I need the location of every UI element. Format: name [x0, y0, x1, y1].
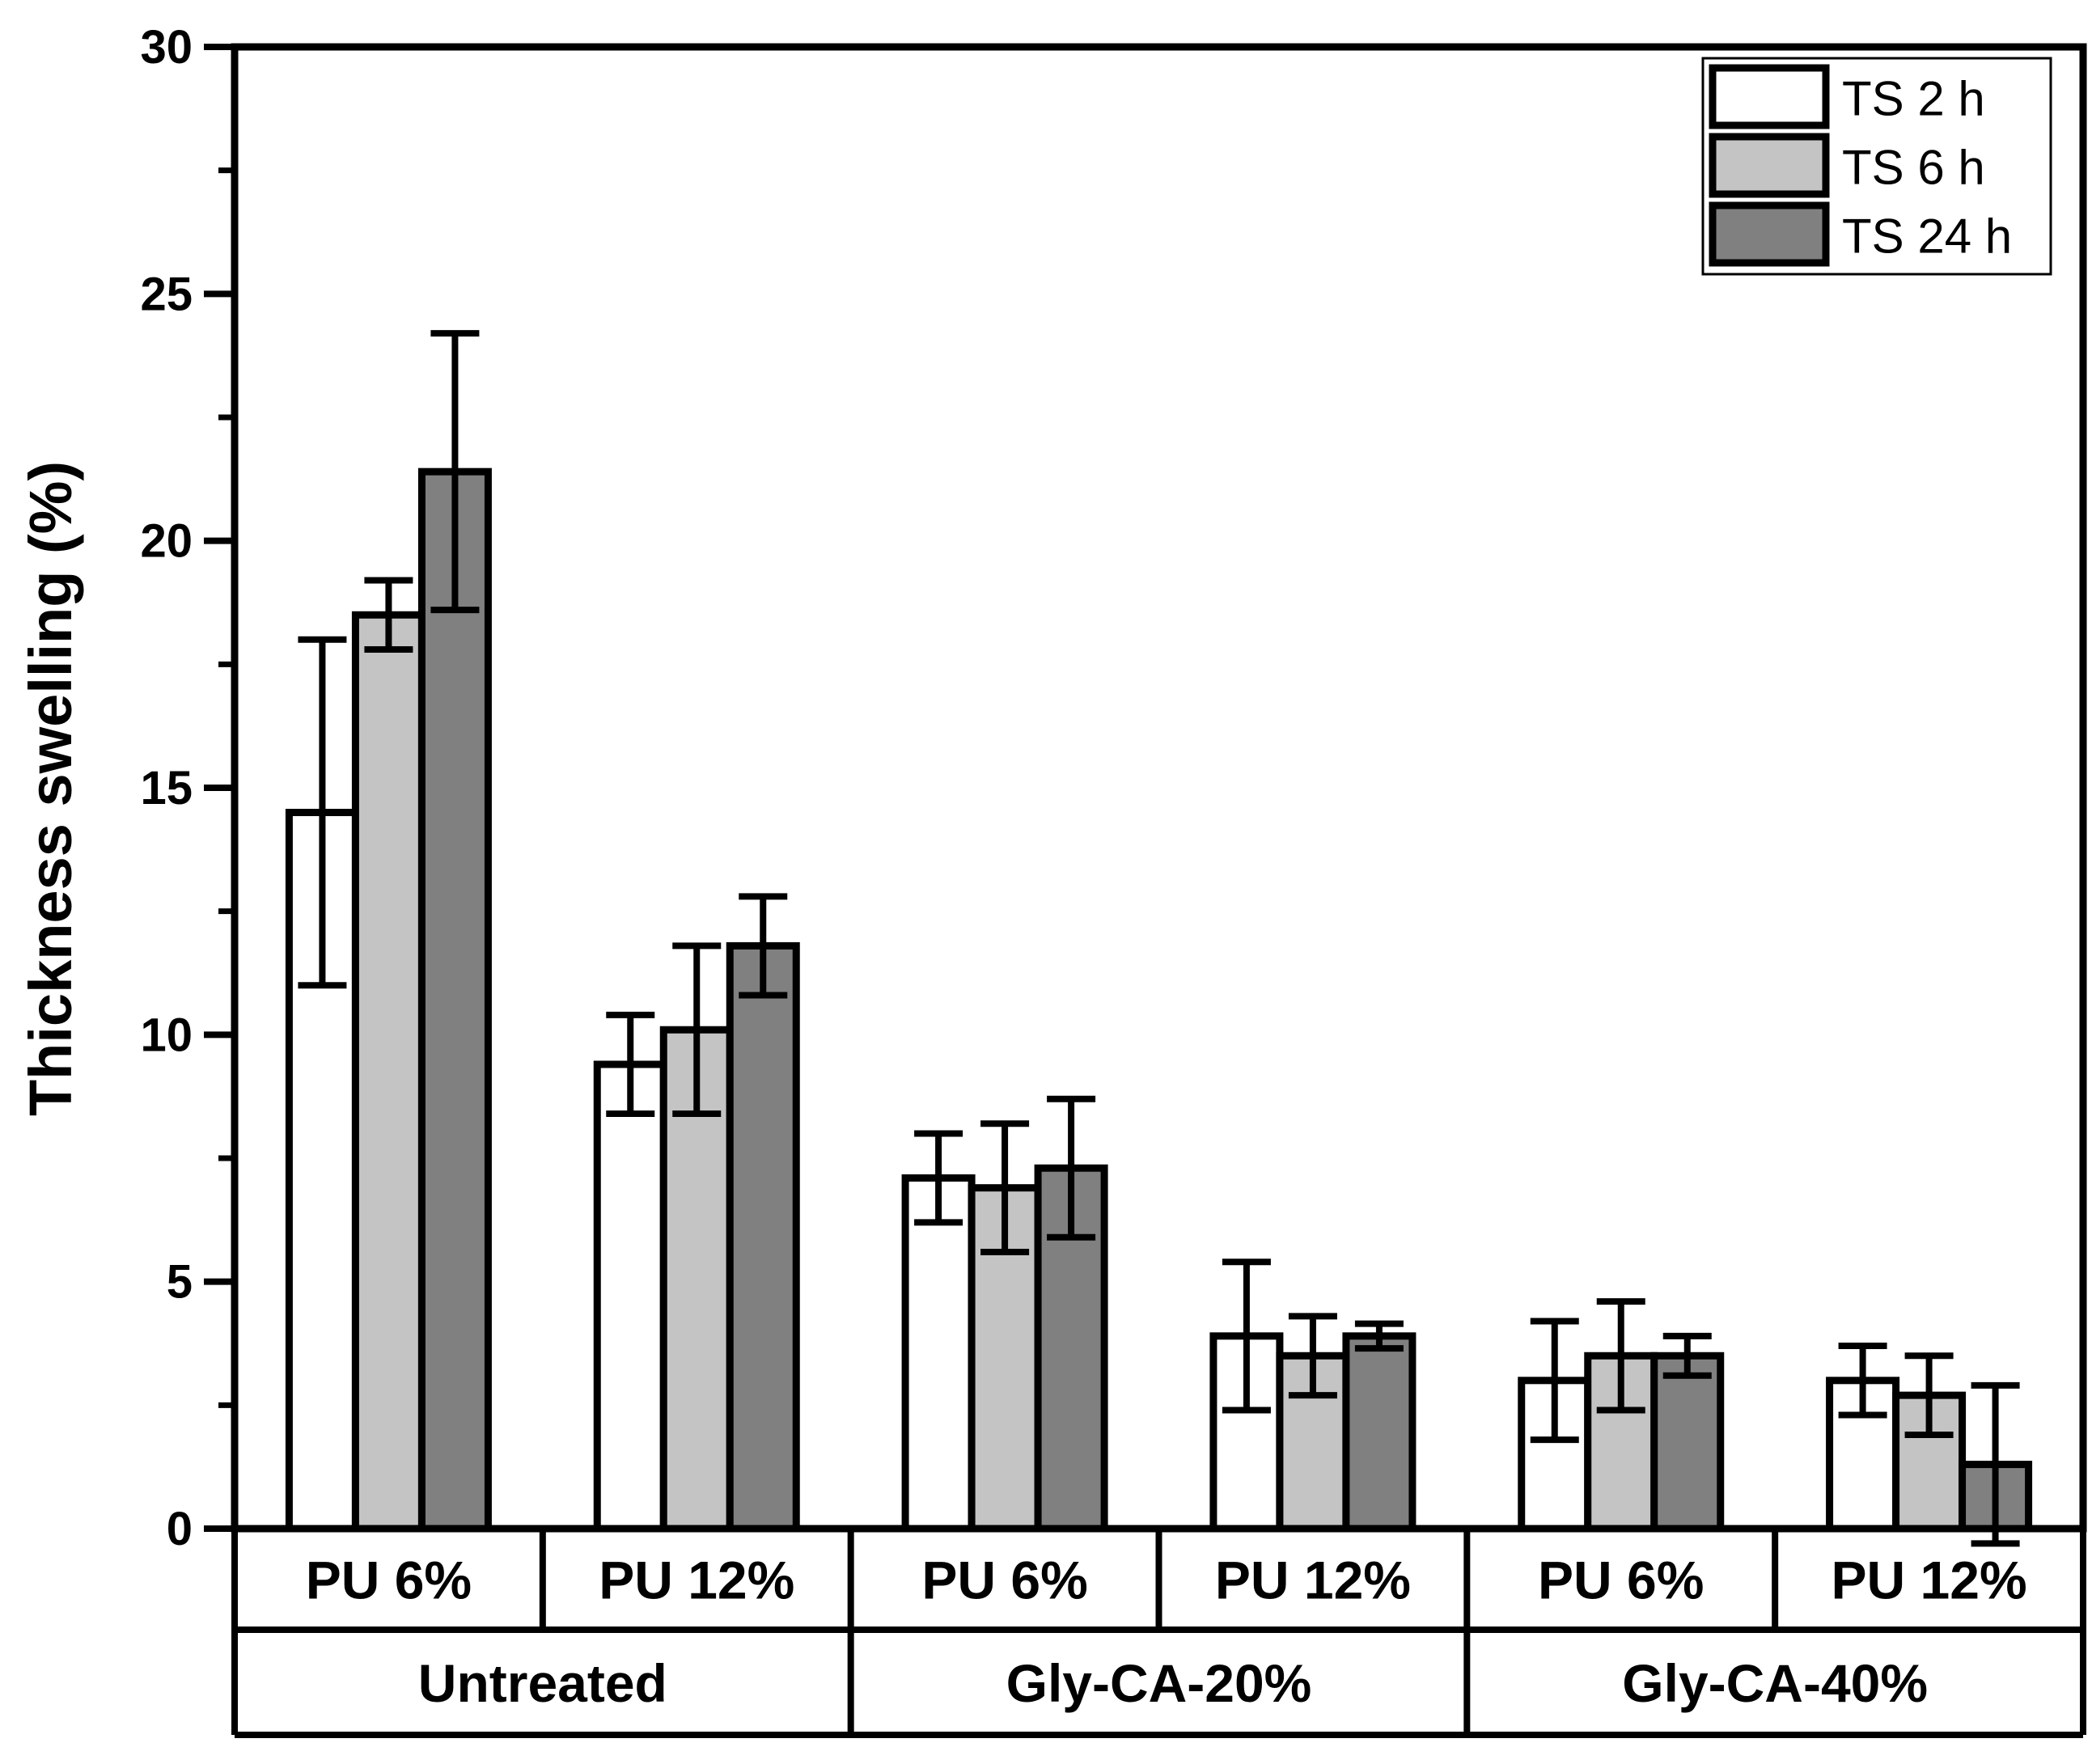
y-axis-title: Thickness swelling (%): [17, 461, 84, 1116]
bar-ts-2-h-2: [901, 1174, 976, 1533]
y-tick-label: 20: [140, 515, 193, 568]
category-label: PU 12%: [1215, 1550, 1411, 1610]
y-tick-label: 15: [140, 762, 193, 814]
error-bar-0-5: [1838, 1343, 1887, 1419]
error-bar-2-0: [430, 330, 480, 614]
error-bar-1-5: [1904, 1352, 1954, 1438]
y-tick-label: 0: [167, 1503, 193, 1555]
error-bar-2-3: [1354, 1320, 1404, 1352]
bar-ts-24-h-0: [417, 467, 492, 1533]
legend-swatch: [1709, 133, 1830, 198]
error-bar-1-0: [364, 577, 413, 654]
group-label: Untreated: [418, 1653, 667, 1713]
bar-ts-24-h-1: [726, 941, 800, 1533]
error-bar-2-2: [1047, 1095, 1096, 1241]
category-table: PU 6% PU 12% PU 6% PU 12% PU 6% PU 12% Untreat…: [231, 1529, 2086, 1738]
error-bar-0-0: [298, 636, 347, 989]
bar-ts-24-h-3: [1342, 1332, 1417, 1533]
category-label: PU 6%: [306, 1550, 472, 1610]
bar-ts-2-h-1: [593, 1060, 667, 1533]
bar-ts-6-h-0: [351, 611, 426, 1533]
bars-layer: [285, 467, 2033, 1533]
legend-swatch: [1709, 201, 1830, 267]
group-label: Gly-CA-40%: [1622, 1653, 1928, 1713]
legend-label: TS 2 h: [1842, 72, 1985, 126]
legend-label: TS 24 h: [1842, 209, 2012, 264]
error-bar-0-2: [914, 1130, 963, 1226]
error-bars-layer: [298, 330, 2020, 1547]
error-bar-1-3: [1288, 1313, 1337, 1399]
category-label: PU 12%: [599, 1550, 794, 1610]
category-label: PU 12%: [1832, 1550, 2027, 1610]
error-bar-0-3: [1222, 1258, 1271, 1414]
error-bar-1-2: [980, 1120, 1030, 1256]
y-tick-label: 10: [140, 1009, 193, 1061]
category-label: PU 6%: [1538, 1550, 1704, 1610]
legend: TS 2 h TS 6 h TS 24 h: [1701, 57, 2052, 276]
bar-ts-24-h-4: [1650, 1352, 1725, 1533]
legend-swatch: [1709, 64, 1830, 129]
bar-ts-24-h-2: [1034, 1164, 1108, 1533]
error-bar-2-5: [1971, 1381, 2020, 1547]
error-bar-0-4: [1530, 1318, 1579, 1444]
error-bar-0-1: [606, 1011, 655, 1118]
y-tick-label: 25: [140, 268, 193, 320]
group-label: Gly-CA-20%: [1006, 1653, 1312, 1713]
error-bar-1-4: [1596, 1298, 1645, 1414]
category-label: PU 6%: [921, 1550, 1087, 1610]
y-tick-label: 30: [140, 21, 193, 74]
y-tick-label: 5: [167, 1256, 193, 1309]
error-bar-1-1: [672, 942, 722, 1118]
error-bar-2-1: [739, 893, 788, 999]
error-bar-2-4: [1662, 1332, 1712, 1379]
legend-label: TS 6 h: [1842, 141, 1985, 195]
